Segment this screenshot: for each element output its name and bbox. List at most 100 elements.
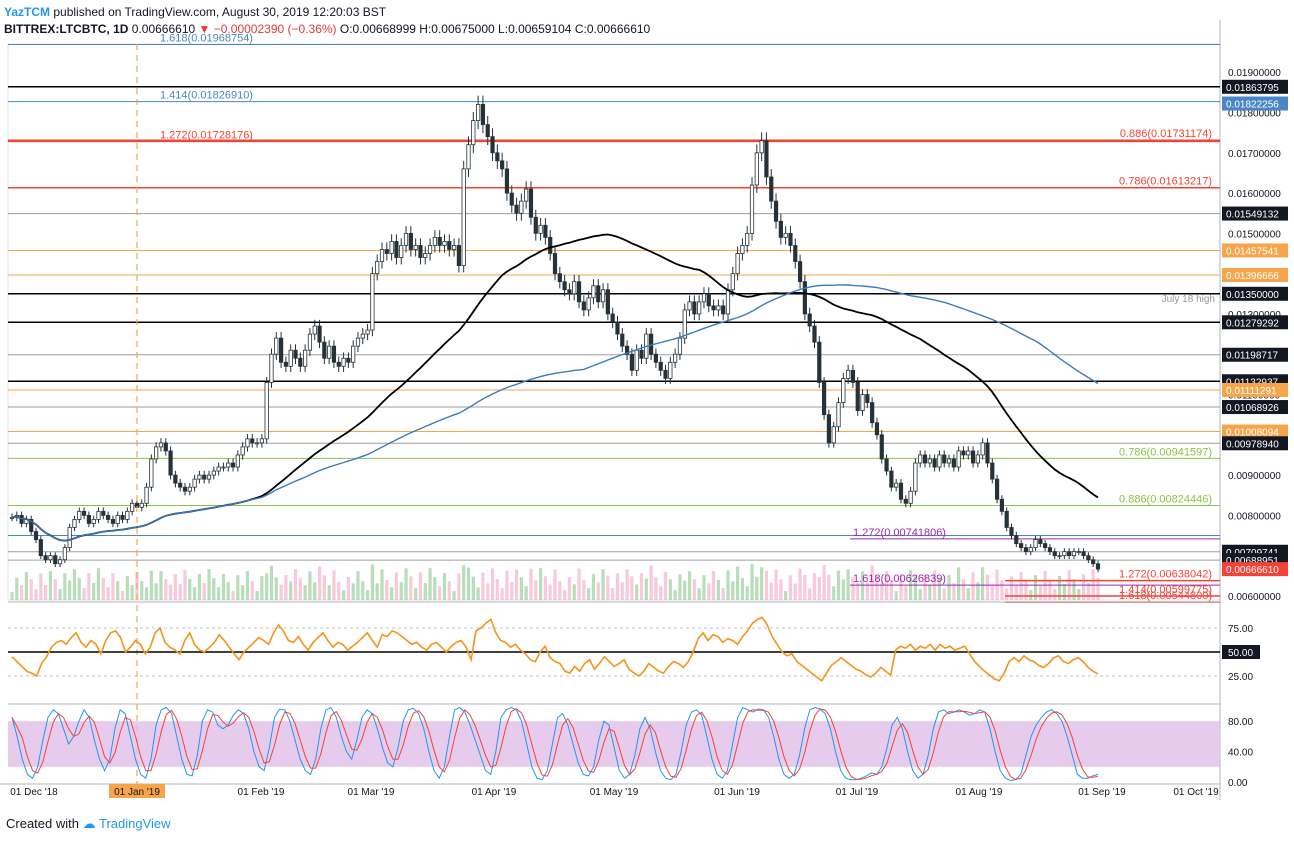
- volume-bar: [639, 573, 644, 600]
- candle-body: [668, 361, 673, 379]
- candle-body: [990, 462, 995, 480]
- volume-bar: [68, 580, 72, 600]
- candle-body: [307, 333, 313, 351]
- volume-bar: [510, 582, 514, 600]
- candle-body: [538, 224, 543, 234]
- candle-body: [182, 486, 188, 492]
- volume-bar: [29, 579, 33, 600]
- volume-bar: [865, 582, 869, 600]
- tradingview-brand[interactable]: TradingView: [99, 816, 171, 831]
- volume-bar: [668, 579, 672, 600]
- candle-body: [1081, 551, 1086, 557]
- candle-body: [375, 261, 380, 275]
- volume-bar: [423, 583, 427, 600]
- candle-body: [451, 245, 457, 250]
- rsi-pane[interactable]: 75.00 50.00 25.00: [8, 601, 1260, 683]
- volume-bar: [1081, 574, 1086, 600]
- candle-body: [317, 325, 322, 343]
- x-tick-label: 01 Jun '19: [714, 787, 760, 798]
- candle-body: [240, 446, 245, 456]
- volume-bar: [793, 583, 797, 600]
- volume-bar: [380, 569, 384, 600]
- time-axis[interactable]: 01 Dec '18 01 Jan '19 01 Feb '19 01 Mar '19…: [0, 783, 1220, 798]
- candle-body: [581, 301, 586, 311]
- volume-bar: [822, 564, 826, 600]
- level-label: 1.414(0.01826910): [160, 90, 253, 102]
- volume-bar: [154, 583, 158, 600]
- volume-bar: [245, 571, 250, 600]
- volume-bar: [279, 584, 283, 600]
- volume-bar: [726, 570, 730, 600]
- volume-bar: [289, 581, 293, 600]
- y-tick-label: 0.01700000: [1228, 149, 1281, 160]
- candle-body: [855, 382, 860, 412]
- price-pane[interactable]: 1.618(0.01968754) 1.414(0.01826910) 1.272(…: [7, 20, 1288, 800]
- price-tag-label: 0.01132937: [1226, 377, 1279, 388]
- candle-body: [946, 458, 952, 464]
- volume-bar: [168, 584, 173, 600]
- volume-bar: [149, 570, 153, 600]
- rsi-line: [11, 616, 1099, 682]
- candle-body: [216, 466, 221, 472]
- volume-bar: [519, 577, 523, 600]
- tradingview-logo-icon[interactable]: ☁: [82, 816, 96, 831]
- volume-bar: [1057, 576, 1062, 600]
- volume-bar: [471, 576, 475, 600]
- volume-bar: [635, 584, 639, 600]
- x-tick-label: 01 May '19: [590, 787, 639, 798]
- volume-bar: [553, 569, 557, 600]
- candle-body: [355, 337, 361, 347]
- volume-bar: [769, 582, 773, 600]
- volume-bar: [899, 574, 903, 600]
- candle-body: [341, 357, 346, 367]
- ma200-line: [11, 284, 1099, 542]
- candle-body: [322, 341, 327, 359]
- volume-bar: [303, 585, 307, 600]
- candle-body: [1091, 559, 1096, 565]
- x-tick-label: 01 Mar '19: [348, 787, 395, 798]
- volume-bar: [860, 571, 865, 600]
- candle-body: [807, 313, 812, 327]
- volume-bar: [731, 581, 735, 600]
- stoch-tick-label: 80.00: [1228, 717, 1253, 728]
- volume-bar: [481, 572, 485, 600]
- candle-body: [327, 345, 332, 359]
- volume-bar: [596, 582, 600, 600]
- volume-bar: [390, 587, 394, 600]
- candle-body: [466, 144, 471, 170]
- volume-bar: [538, 568, 543, 600]
- volume-bar: [399, 582, 403, 600]
- y-tick-label: 0.01500000: [1228, 229, 1281, 240]
- volume-bar: [130, 585, 134, 600]
- open-label: O:: [339, 22, 353, 36]
- candle-body: [927, 458, 932, 464]
- candle-body: [389, 241, 394, 254]
- candle-body: [1009, 527, 1014, 536]
- candle-body: [870, 402, 875, 424]
- stoch-rsi-pane[interactable]: 80.00 40.00 0.00: [8, 703, 1253, 789]
- author-name[interactable]: YazTCM: [4, 5, 51, 19]
- price-tag: [1222, 96, 1288, 111]
- candle-body: [692, 301, 697, 315]
- candle-body: [903, 498, 908, 504]
- candle-body: [951, 458, 956, 468]
- x-tick-label: 01 Aug '19: [956, 787, 1003, 798]
- candle-body: [716, 305, 721, 311]
- volume-bar: [985, 574, 990, 600]
- candle-body: [706, 293, 711, 307]
- volume-bar: [788, 575, 793, 600]
- volume-bar: [875, 576, 879, 600]
- volume-bar: [534, 580, 538, 600]
- candle-body: [254, 442, 260, 445]
- symbol-label[interactable]: BITTREX:LTCBTC, 1D: [4, 22, 129, 36]
- price-tag: [1222, 562, 1288, 577]
- candle-body: [125, 510, 130, 520]
- candle-body: [586, 297, 591, 311]
- candle-body: [764, 140, 769, 178]
- candle-body: [187, 486, 192, 492]
- candle-body: [1023, 547, 1029, 553]
- volume-bar: [82, 588, 86, 600]
- volume-bar: [433, 577, 437, 600]
- volume-bar: [72, 569, 77, 600]
